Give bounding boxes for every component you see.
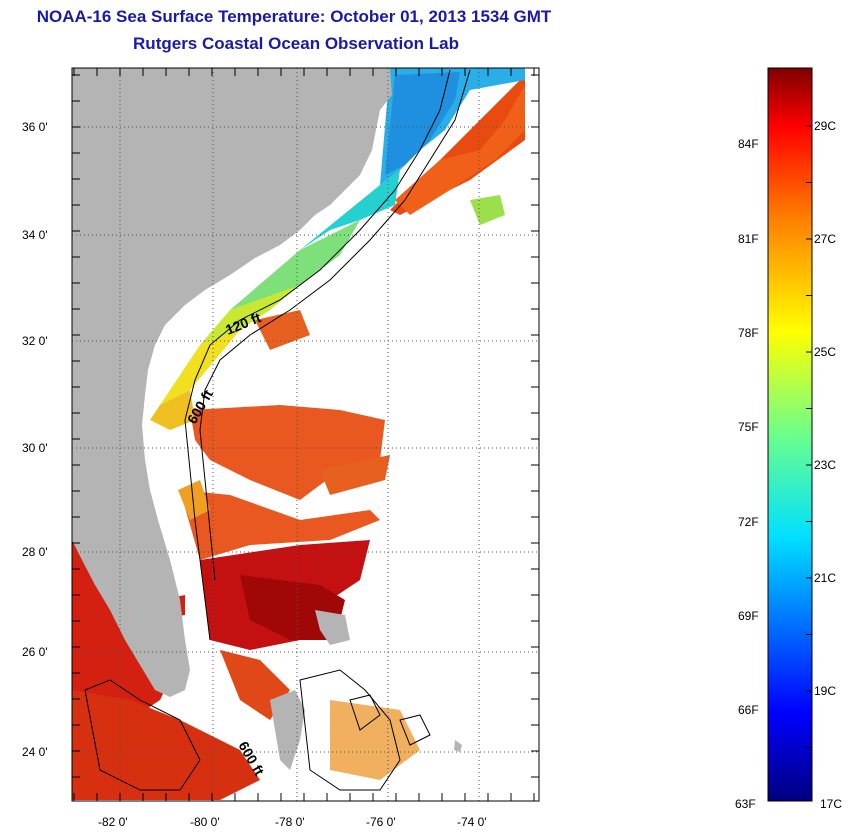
lon-tick-label: -82 0' [98, 815, 128, 829]
lat-tick-label: 30 0' [22, 441, 48, 455]
lat-tick-label: 34 0' [22, 228, 48, 242]
fahrenheit-label: 69F [738, 609, 759, 623]
fahrenheit-label: 84F [738, 137, 759, 151]
celsius-label: 27C [814, 232, 836, 246]
fahrenheit-label: 75F [738, 420, 759, 434]
fahrenheit-label: 78F [738, 326, 759, 340]
fahrenheit-label: 81F [738, 232, 759, 246]
map-title: NOAA-16 Sea Surface Temperature: October… [36, 7, 552, 26]
fahrenheit-label: 72F [738, 515, 759, 529]
tick-marks [72, 68, 539, 801]
lat-tick-label: 32 0' [22, 334, 48, 348]
depth-contours [84, 69, 471, 791]
map-frame [71, 67, 540, 802]
celsius-label: 19C [814, 684, 836, 698]
fahrenheit-label: 63F [735, 797, 756, 811]
celsius-label: 21C [814, 571, 836, 585]
lat-tick-label: 28 0' [22, 545, 48, 559]
colorbar-gradient [767, 67, 813, 802]
lon-tick-label: -74 0' [457, 815, 487, 829]
colorbar-ticks [806, 125, 812, 748]
celsius-label: 23C [814, 458, 836, 472]
lon-tick-label: -78 0' [275, 815, 305, 829]
celsius-label: 17C [820, 797, 842, 811]
celsius-label: 25C [814, 345, 836, 359]
lat-tick-label: 26 0' [22, 645, 48, 659]
celsius-label: 29C [814, 119, 836, 133]
sst-coastal-band [150, 68, 525, 520]
lat-tick-label: 24 0' [22, 745, 48, 759]
map-subtitle: Rutgers Coastal Ocean Observation Lab [133, 34, 459, 53]
fahrenheit-label: 66F [738, 703, 759, 717]
map-area: 120 ft 600 ft 600 ft [72, 68, 539, 801]
lon-tick-label: -76 0' [366, 815, 396, 829]
land [72, 68, 462, 770]
lat-tick-label: 36 0' [22, 120, 48, 134]
lon-tick-label: -80 0' [190, 815, 220, 829]
